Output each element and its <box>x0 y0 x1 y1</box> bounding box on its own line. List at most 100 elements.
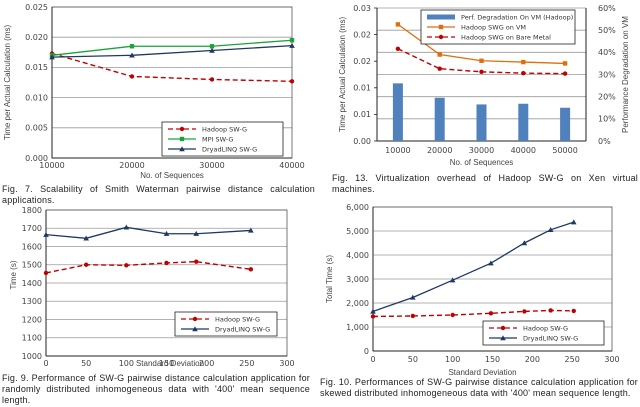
fig9-series-0-point <box>248 267 254 272</box>
x-tick-label: 100 <box>119 359 134 368</box>
legend-swatch-bar <box>427 14 455 20</box>
y-tick-label: 1400 <box>22 279 42 288</box>
x-tick-label: 300 <box>279 359 294 368</box>
y-tick-label: 5,000 <box>346 227 369 236</box>
x-tick-label: 50000 <box>552 146 577 155</box>
fig7-series-0-line <box>51 52 293 82</box>
fig7-series-1-point <box>289 38 295 43</box>
y-tick-label: 0.01 <box>353 84 371 93</box>
fig7-series-2-point <box>289 42 295 48</box>
x-tick-label: 30000 <box>199 161 224 170</box>
fig7-series-2-line <box>51 45 293 58</box>
x-tick-label: 150 <box>159 359 174 368</box>
legend-box <box>482 320 605 346</box>
y-tick-label: 4,000 <box>346 251 369 260</box>
x-tick-label: 30000 <box>469 146 494 155</box>
y-tick-label: 3,000 <box>346 275 369 284</box>
y-tick-label: 1100 <box>22 334 42 343</box>
x-tick-label: 10000 <box>385 146 410 155</box>
fig13-bar <box>518 103 529 141</box>
fig9-series-1-line <box>45 226 251 239</box>
x-tick-label: 200 <box>525 355 540 364</box>
fig9-series-1-point <box>83 235 89 241</box>
y-tick-label: 2,000 <box>346 299 369 308</box>
y2-tick-label: 30% <box>598 70 616 79</box>
fig13-series-0-point <box>479 58 484 63</box>
legend-swatch-marker <box>179 136 185 142</box>
fig13-bar <box>476 104 487 141</box>
y-tick-label: 0.005 <box>25 124 48 133</box>
fig13-series-1-point <box>479 69 484 75</box>
y-axis-label: Time per Actual Calculation (ms) <box>338 17 347 133</box>
x-tick-label: 0 <box>370 355 375 364</box>
fig13-series-0-point <box>562 61 568 66</box>
legend-swatch-marker <box>500 325 506 331</box>
y-tick-label: 0.025 <box>25 3 48 12</box>
fig10-series-0-point <box>410 313 416 319</box>
fig13-bar <box>392 83 403 141</box>
fig7-series-2-point <box>209 47 215 53</box>
fig7-series-0-point <box>289 79 295 84</box>
y-tick-label: 1600 <box>22 242 42 251</box>
fig10-series-1-line <box>372 221 574 313</box>
y2-tick-label: 20% <box>598 92 616 101</box>
x-tick-label: 250 <box>565 355 580 364</box>
fig7-series-0-point <box>209 77 215 82</box>
y-tick-label: 0 <box>364 347 369 356</box>
fig10-series-1-point <box>488 260 494 266</box>
y-tick-label: 0.010 <box>25 93 48 102</box>
fig9-chart: 1000 1100 1200 1300 1400 1500 1600 1700 1800 0 50 1… <box>9 206 295 368</box>
fig9-series-0-point <box>43 270 49 276</box>
legend-label: DryadLINQ SW-G <box>523 334 578 342</box>
fig10-series-1-point <box>449 277 456 283</box>
x-tick-label: 10000 <box>39 161 64 170</box>
y-tick-label: 1700 <box>22 224 42 233</box>
legend-swatch-marker <box>500 335 506 341</box>
y-tick-label: 1800 <box>22 206 42 215</box>
fig9-series-1-point <box>193 230 200 236</box>
fig10-series-1-point <box>370 308 376 314</box>
y-tick-label: 0.015 <box>25 63 48 72</box>
x-tick-label: 20000 <box>427 146 452 155</box>
fig13-series-0-point <box>395 22 401 27</box>
fig10-caption: Fig. 10. Performances of SW-G pairwise d… <box>320 377 638 398</box>
y-tick-label: 1000 <box>22 352 42 361</box>
x-tick-label: 200 <box>199 359 214 368</box>
fig13-series-1-point <box>395 46 401 51</box>
y-axis-label: Time (s) <box>9 260 18 289</box>
legend-swatch-marker <box>438 24 444 30</box>
legend-label: Hadoop SWG on VM <box>461 23 526 31</box>
fig9-series-0-point <box>83 262 89 267</box>
y-tick-label: 1300 <box>22 297 42 306</box>
y2-tick-label: 0% <box>598 137 611 146</box>
fig10-series-0-line <box>372 309 574 318</box>
fig13-series-1-point <box>437 66 442 71</box>
x-axis-label: Standard Deviation <box>448 368 516 377</box>
legend-label: Hadoop SW-G <box>202 125 247 133</box>
fig9-series-0-point <box>194 259 199 264</box>
fig9-series-1-point <box>248 227 254 233</box>
y-tick-label: 0.01 <box>353 110 371 119</box>
y2-tick-label: 50% <box>598 26 616 35</box>
fig9-series-1-point <box>43 231 49 237</box>
fig10-series-1-point <box>521 240 528 246</box>
fig10-series-1-point <box>547 227 554 232</box>
fig7-series-1-point <box>209 44 215 49</box>
fig10-series-0-point <box>522 309 527 314</box>
fig13-caption: Fig. 13. Virtualization overhead of Hado… <box>332 173 638 194</box>
legend-label: Perf. Degradation On VM (Hadoop) <box>461 13 573 21</box>
fig13-series-1-point <box>562 71 568 76</box>
fig7-series-1-point <box>129 44 135 49</box>
fig9-series-0-point <box>164 260 169 266</box>
fig10-series-1-point <box>570 219 577 225</box>
y-tick-label: 0.000 <box>25 154 48 163</box>
x-tick-label: 0 <box>43 359 48 368</box>
y-tick-label: 0.02 <box>353 57 371 66</box>
legend-label: MPI SW-G <box>202 135 233 143</box>
fig13-series-0-point <box>521 59 526 65</box>
fig13-bar <box>560 107 571 141</box>
y2-tick-label: 60% <box>598 4 616 13</box>
y2-axis-label: Performance Degradation on VM <box>621 16 630 133</box>
y-axis-label: Time per Actual Calculation (ms) <box>3 25 12 141</box>
